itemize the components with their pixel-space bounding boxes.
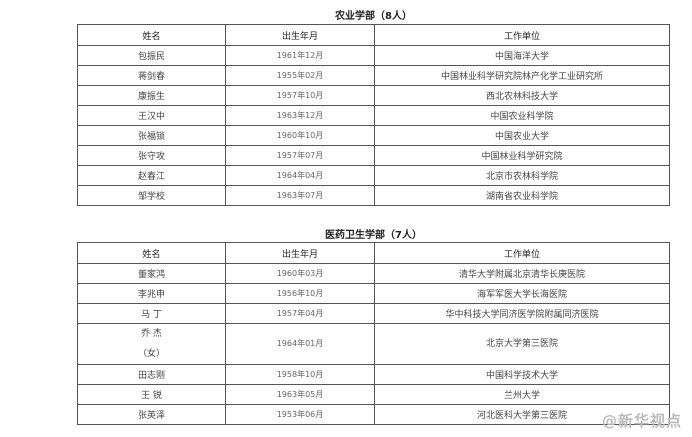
birth-cell: 1957年07月 (225, 145, 375, 166)
name-cell: 马 丁 (77, 303, 226, 324)
birth-cell: 1953年06月 (225, 404, 375, 425)
birth-cell: 1964年04月 (225, 165, 375, 186)
workplace-cell: 兰州大学 (374, 384, 670, 405)
table-row: 邹学校 1963年07月 湖南省农业科学院 (77, 185, 670, 206)
name-cell: 张守攻 (77, 145, 226, 166)
workplace-cell: 中国农业大学 (374, 125, 670, 146)
workplace-cell: 海军军医大学长海医院 (374, 283, 670, 304)
birth-cell: 1963年05月 (225, 384, 375, 405)
column-header: 姓名 (77, 24, 226, 46)
table-row: 赵春江 1964年04月 北京市农林科学院 (77, 165, 670, 186)
watermark: @新华视点 (601, 412, 682, 430)
birth-cell: 1961年12月 (225, 45, 375, 66)
name-cell: 王汉中 (77, 105, 226, 126)
column-header: 出生年月 (225, 24, 375, 46)
workplace-cell: 华中科技大学同济医学院附属同济医院 (374, 303, 670, 324)
workplace-cell: 清华大学附属北京清华长庚医院 (374, 263, 670, 284)
table-row: 乔 杰 （女） 1964年01月 北京大学第三医院 (77, 323, 670, 365)
birth-cell: 1956年10月 (225, 283, 375, 304)
name-cell: 张福锁 (77, 125, 226, 146)
name-cell: 蒋剑春 (77, 65, 226, 86)
column-header: 工作单位 (374, 24, 670, 46)
name-cell: 李兆申 (77, 283, 226, 304)
table-row: 张英泽 1953年06月 河北医科大学第三医院 (77, 404, 670, 425)
workplace-cell: 西北农林科技大学 (374, 85, 670, 106)
name-cell: 包振民 (77, 45, 226, 66)
workplace-cell: 湖南省农业科学院 (374, 185, 670, 206)
header-row: 姓名 出生年月 工作单位 (77, 242, 670, 264)
table-row: 包振民 1961年12月 中国海洋大学 (77, 45, 670, 66)
workplace-cell: 北京大学第三医院 (374, 323, 670, 365)
column-header: 姓名 (77, 242, 226, 264)
table-row: 康振生 1957年10月 西北农林科技大学 (77, 85, 670, 106)
name-cell: 田志刚 (77, 364, 226, 385)
column-header: 工作单位 (374, 242, 670, 264)
table-row: 马 丁 1957年04月 华中科技大学同济医学院附属同济医院 (77, 303, 670, 324)
workplace-cell: 中国林业科学研究院林产化学工业研究所 (374, 65, 670, 86)
birth-cell: 1957年10月 (225, 85, 375, 106)
birth-cell: 1955年02月 (225, 65, 375, 86)
section-title-medicine: 医药卫生学部（7人） (325, 230, 422, 241)
table-row: 王 锐 1963年05月 兰州大学 (77, 384, 670, 405)
table-row: 蒋剑春 1955年02月 中国林业科学研究院林产化学工业研究所 (77, 65, 670, 86)
name-cell: 赵春江 (77, 165, 226, 186)
table-row: 董家鸿 1960年03月 清华大学附属北京清华长庚医院 (77, 263, 670, 284)
name-cell: 邹学校 (77, 185, 226, 206)
workplace-cell: 中国科学技术大学 (374, 364, 670, 385)
workplace-cell: 北京市农林科学院 (374, 165, 670, 186)
section-title-agriculture: 农业学部（8人） (335, 11, 412, 22)
birth-cell: 1960年10月 (225, 125, 375, 146)
name-cell: 乔 杰 （女） (77, 323, 226, 365)
workplace-cell: 中国林业科学研究院 (374, 145, 670, 166)
table-row: 李兆申 1956年10月 海军军医大学长海医院 (77, 283, 670, 304)
name-cell: 王 锐 (77, 384, 226, 405)
header-row: 姓名 出生年月 工作单位 (77, 24, 670, 46)
birth-cell: 1963年07月 (225, 185, 375, 206)
workplace-cell: 河北医科大学第三医院 (374, 404, 670, 425)
birth-cell: 1963年12月 (225, 105, 375, 126)
table-row: 王汉中 1963年12月 中国农业科学院 (77, 105, 670, 126)
column-header: 出生年月 (225, 242, 375, 264)
medicine-table: 姓名 出生年月 工作单位 董家鸿 1960年03月 清华大学附属北京清华长庚医院 李兆申 19… (77, 242, 670, 425)
name-cell: 张英泽 (77, 404, 226, 425)
birth-cell: 1957年04月 (225, 303, 375, 324)
birth-cell: 1960年03月 (225, 263, 375, 284)
workplace-cell: 中国农业科学院 (374, 105, 670, 126)
name-cell: 康振生 (77, 85, 226, 106)
table-row: 张守攻 1957年07月 中国林业科学研究院 (77, 145, 670, 166)
birth-cell: 1958年10月 (225, 364, 375, 385)
agriculture-table: 姓名 出生年月 工作单位 包振民 1961年12月 中国海洋大学 蒋剑春 1955年02月 中国… (77, 24, 670, 206)
name-cell: 董家鸿 (77, 263, 226, 284)
birth-cell: 1964年01月 (225, 323, 375, 365)
table-row: 张福锁 1960年10月 中国农业大学 (77, 125, 670, 146)
workplace-cell: 中国海洋大学 (374, 45, 670, 66)
table-row: 田志刚 1958年10月 中国科学技术大学 (77, 364, 670, 385)
